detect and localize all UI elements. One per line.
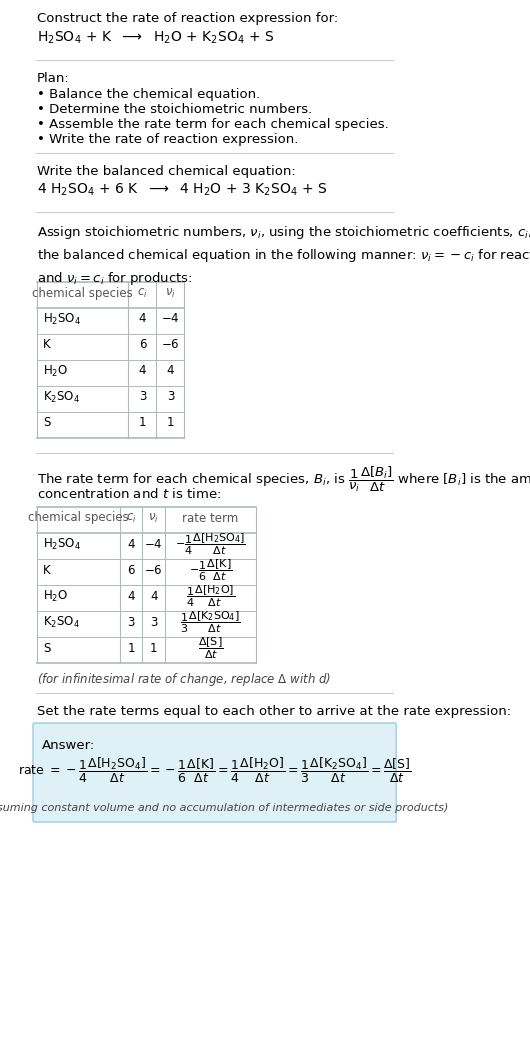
Text: $-$4: $-$4 bbox=[161, 313, 180, 325]
Text: 3: 3 bbox=[167, 391, 174, 403]
Text: S: S bbox=[43, 417, 50, 429]
Text: 1: 1 bbox=[167, 417, 174, 429]
Text: K: K bbox=[43, 339, 50, 351]
Text: $\nu_i$: $\nu_i$ bbox=[165, 287, 176, 299]
Text: H$_2$O: H$_2$O bbox=[43, 589, 68, 603]
Text: $c_i$: $c_i$ bbox=[126, 512, 137, 524]
Text: Construct the rate of reaction expression for:: Construct the rate of reaction expressio… bbox=[37, 13, 339, 25]
Text: H$_2$SO$_4$: H$_2$SO$_4$ bbox=[43, 312, 81, 326]
Text: $\dfrac{1}{4}\dfrac{\Delta[\mathrm{H_2O}]}{\Delta t}$: $\dfrac{1}{4}\dfrac{\Delta[\mathrm{H_2O}… bbox=[186, 584, 235, 609]
Text: 6: 6 bbox=[139, 339, 146, 351]
Text: H$_2$SO$_4$: H$_2$SO$_4$ bbox=[43, 537, 81, 551]
Text: 3: 3 bbox=[150, 616, 157, 628]
Text: K: K bbox=[43, 564, 50, 576]
Text: 4: 4 bbox=[150, 590, 157, 602]
Text: $-$6: $-$6 bbox=[161, 339, 180, 351]
Text: $\nu_i$: $\nu_i$ bbox=[148, 512, 159, 524]
Text: Write the balanced chemical equation:: Write the balanced chemical equation: bbox=[37, 165, 296, 178]
Text: Answer:: Answer: bbox=[41, 739, 95, 752]
Text: Plan:: Plan: bbox=[37, 72, 70, 85]
Text: Set the rate terms equal to each other to arrive at the rate expression:: Set the rate terms equal to each other t… bbox=[37, 705, 511, 718]
Text: $-\dfrac{1}{6}\dfrac{\Delta[\mathrm{K}]}{\Delta t}$: $-\dfrac{1}{6}\dfrac{\Delta[\mathrm{K}]}… bbox=[189, 557, 232, 582]
Text: $\dfrac{\Delta[\mathrm{S}]}{\Delta t}$: $\dfrac{\Delta[\mathrm{S}]}{\Delta t}$ bbox=[198, 636, 223, 661]
Text: chemical species: chemical species bbox=[28, 512, 129, 524]
Text: $\dfrac{1}{3}\dfrac{\Delta[\mathrm{K_2SO_4}]}{\Delta t}$: $\dfrac{1}{3}\dfrac{\Delta[\mathrm{K_2SO… bbox=[180, 610, 241, 635]
Text: $-$4: $-$4 bbox=[144, 538, 163, 550]
Text: 4 H$_2$SO$_4$ + 6 K  $\longrightarrow$  4 H$_2$O + 3 K$_2$SO$_4$ + S: 4 H$_2$SO$_4$ + 6 K $\longrightarrow$ 4 … bbox=[37, 182, 328, 198]
Text: 6: 6 bbox=[127, 564, 135, 576]
Text: 1: 1 bbox=[150, 642, 157, 654]
Text: 4: 4 bbox=[167, 365, 174, 377]
Text: concentration and $t$ is time:: concentration and $t$ is time: bbox=[37, 487, 222, 501]
Text: H$_2$SO$_4$ + K  $\longrightarrow$  H$_2$O + K$_2$SO$_4$ + S: H$_2$SO$_4$ + K $\longrightarrow$ H$_2$O… bbox=[37, 30, 275, 47]
Text: 1: 1 bbox=[139, 417, 146, 429]
Text: The rate term for each chemical species, $B_i$, is $\dfrac{1}{\nu_i}\dfrac{\Delt: The rate term for each chemical species,… bbox=[37, 465, 530, 494]
Text: 4: 4 bbox=[127, 590, 135, 602]
Text: $c_i$: $c_i$ bbox=[137, 287, 148, 299]
Text: • Determine the stoichiometric numbers.: • Determine the stoichiometric numbers. bbox=[37, 103, 313, 116]
Text: K$_2$SO$_4$: K$_2$SO$_4$ bbox=[43, 615, 80, 629]
Text: Assign stoichiometric numbers, $\nu_i$, using the stoichiometric coefficients, $: Assign stoichiometric numbers, $\nu_i$, … bbox=[37, 224, 530, 287]
Text: $-$6: $-$6 bbox=[144, 564, 163, 576]
Text: 4: 4 bbox=[127, 538, 135, 550]
Text: rate term: rate term bbox=[182, 512, 238, 524]
Text: 3: 3 bbox=[128, 616, 135, 628]
Text: 4: 4 bbox=[139, 365, 146, 377]
FancyBboxPatch shape bbox=[33, 723, 396, 822]
Text: • Write the rate of reaction expression.: • Write the rate of reaction expression. bbox=[37, 133, 298, 146]
Text: • Assemble the rate term for each chemical species.: • Assemble the rate term for each chemic… bbox=[37, 118, 389, 131]
Text: H$_2$O: H$_2$O bbox=[43, 364, 68, 378]
Text: 3: 3 bbox=[139, 391, 146, 403]
Text: $-\dfrac{1}{4}\dfrac{\Delta[\mathrm{H_2SO_4}]}{\Delta t}$: $-\dfrac{1}{4}\dfrac{\Delta[\mathrm{H_2S… bbox=[175, 531, 246, 556]
Text: (assuming constant volume and no accumulation of intermediates or side products): (assuming constant volume and no accumul… bbox=[0, 803, 449, 813]
Text: chemical species: chemical species bbox=[32, 287, 133, 299]
Text: 1: 1 bbox=[127, 642, 135, 654]
Text: 4: 4 bbox=[139, 313, 146, 325]
Text: rate $= -\dfrac{1}{4}\dfrac{\Delta[\mathrm{H_2SO_4}]}{\Delta t} = -\dfrac{1}{6}\: rate $= -\dfrac{1}{4}\dfrac{\Delta[\math… bbox=[18, 755, 411, 785]
Text: S: S bbox=[43, 642, 50, 654]
Text: K$_2$SO$_4$: K$_2$SO$_4$ bbox=[43, 390, 80, 404]
Text: • Balance the chemical equation.: • Balance the chemical equation. bbox=[37, 88, 260, 101]
Text: (for infinitesimal rate of change, replace $\Delta$ with $d$): (for infinitesimal rate of change, repla… bbox=[37, 671, 331, 688]
